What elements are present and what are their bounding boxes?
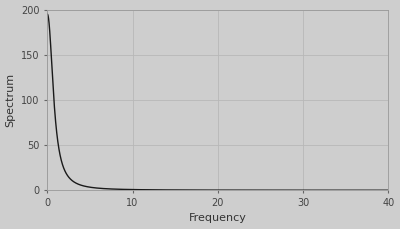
X-axis label: Frequency: Frequency [189, 213, 247, 224]
Y-axis label: Spectrum: Spectrum [6, 73, 16, 127]
